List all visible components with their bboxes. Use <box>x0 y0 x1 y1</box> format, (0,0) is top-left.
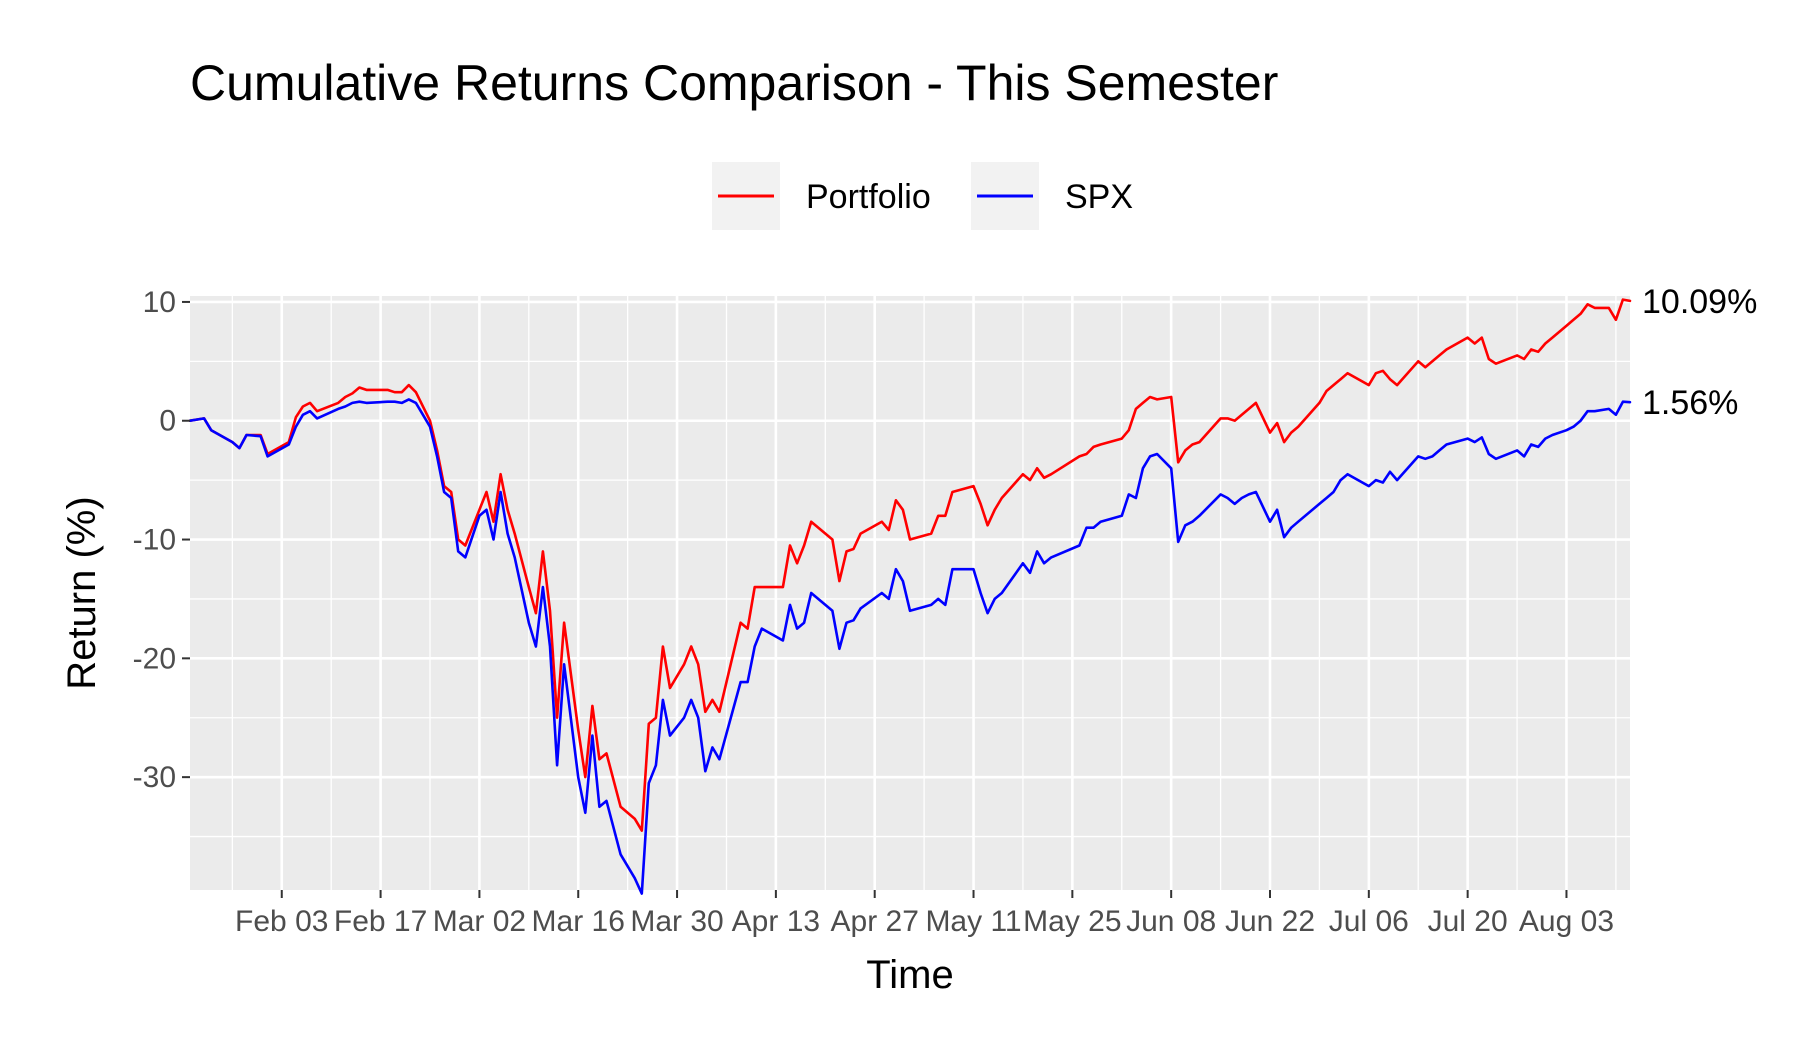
end-labels: 10.09% 1.56% <box>1642 283 1757 422</box>
x-axis: Feb 03 Feb 17 Mar 02 Mar 16 Mar 30 Apr 13 Apr … <box>235 890 1614 938</box>
x-axis-title: Time <box>866 953 953 997</box>
x-tick-label: May 25 <box>1023 905 1121 938</box>
series-layer <box>188 298 1632 895</box>
x-tick-label: Apr 27 <box>831 905 919 938</box>
legend-label-spx: SPX <box>1065 178 1133 216</box>
y-tick-label: 0 <box>159 405 176 438</box>
end-label-spx: 1.56% <box>1642 384 1738 422</box>
x-tick-label: Mar 16 <box>532 905 625 938</box>
x-tick-label: Jun 08 <box>1126 905 1216 938</box>
x-tick-label: Feb 03 <box>235 905 328 938</box>
x-tick-label: May 11 <box>925 905 1021 938</box>
y-axis-title: Return (%) <box>60 496 104 689</box>
y-tick-label: -30 <box>133 761 176 794</box>
y-tick-label: -20 <box>133 642 176 675</box>
chart-title: Cumulative Returns Comparison - This Sem… <box>190 55 1278 111</box>
y-tick-label: -10 <box>133 524 176 557</box>
series-line-portfolio <box>188 298 1632 832</box>
legend-label-portfolio: Portfolio <box>806 178 931 216</box>
x-tick-label: Mar 02 <box>433 905 526 938</box>
grid-major <box>190 296 1630 890</box>
grid-minor <box>190 296 1630 890</box>
x-tick-label: Mar 30 <box>630 905 723 938</box>
x-tick-label: Jun 22 <box>1225 905 1315 938</box>
plot-panel <box>190 296 1630 890</box>
x-tick-label: Jul 20 <box>1428 905 1508 938</box>
legend: Portfolio SPX <box>712 162 1133 230</box>
y-tick-label: 10 <box>143 286 176 319</box>
series-line-spx <box>188 398 1632 895</box>
end-label-portfolio: 10.09% <box>1642 283 1757 321</box>
x-tick-label: Feb 17 <box>334 905 427 938</box>
x-tick-label: Aug 03 <box>1519 905 1614 938</box>
x-tick-label: Apr 13 <box>732 905 820 938</box>
y-axis: -30 -20 -10 0 10 <box>133 286 190 794</box>
x-tick-label: Jul 06 <box>1329 905 1409 938</box>
